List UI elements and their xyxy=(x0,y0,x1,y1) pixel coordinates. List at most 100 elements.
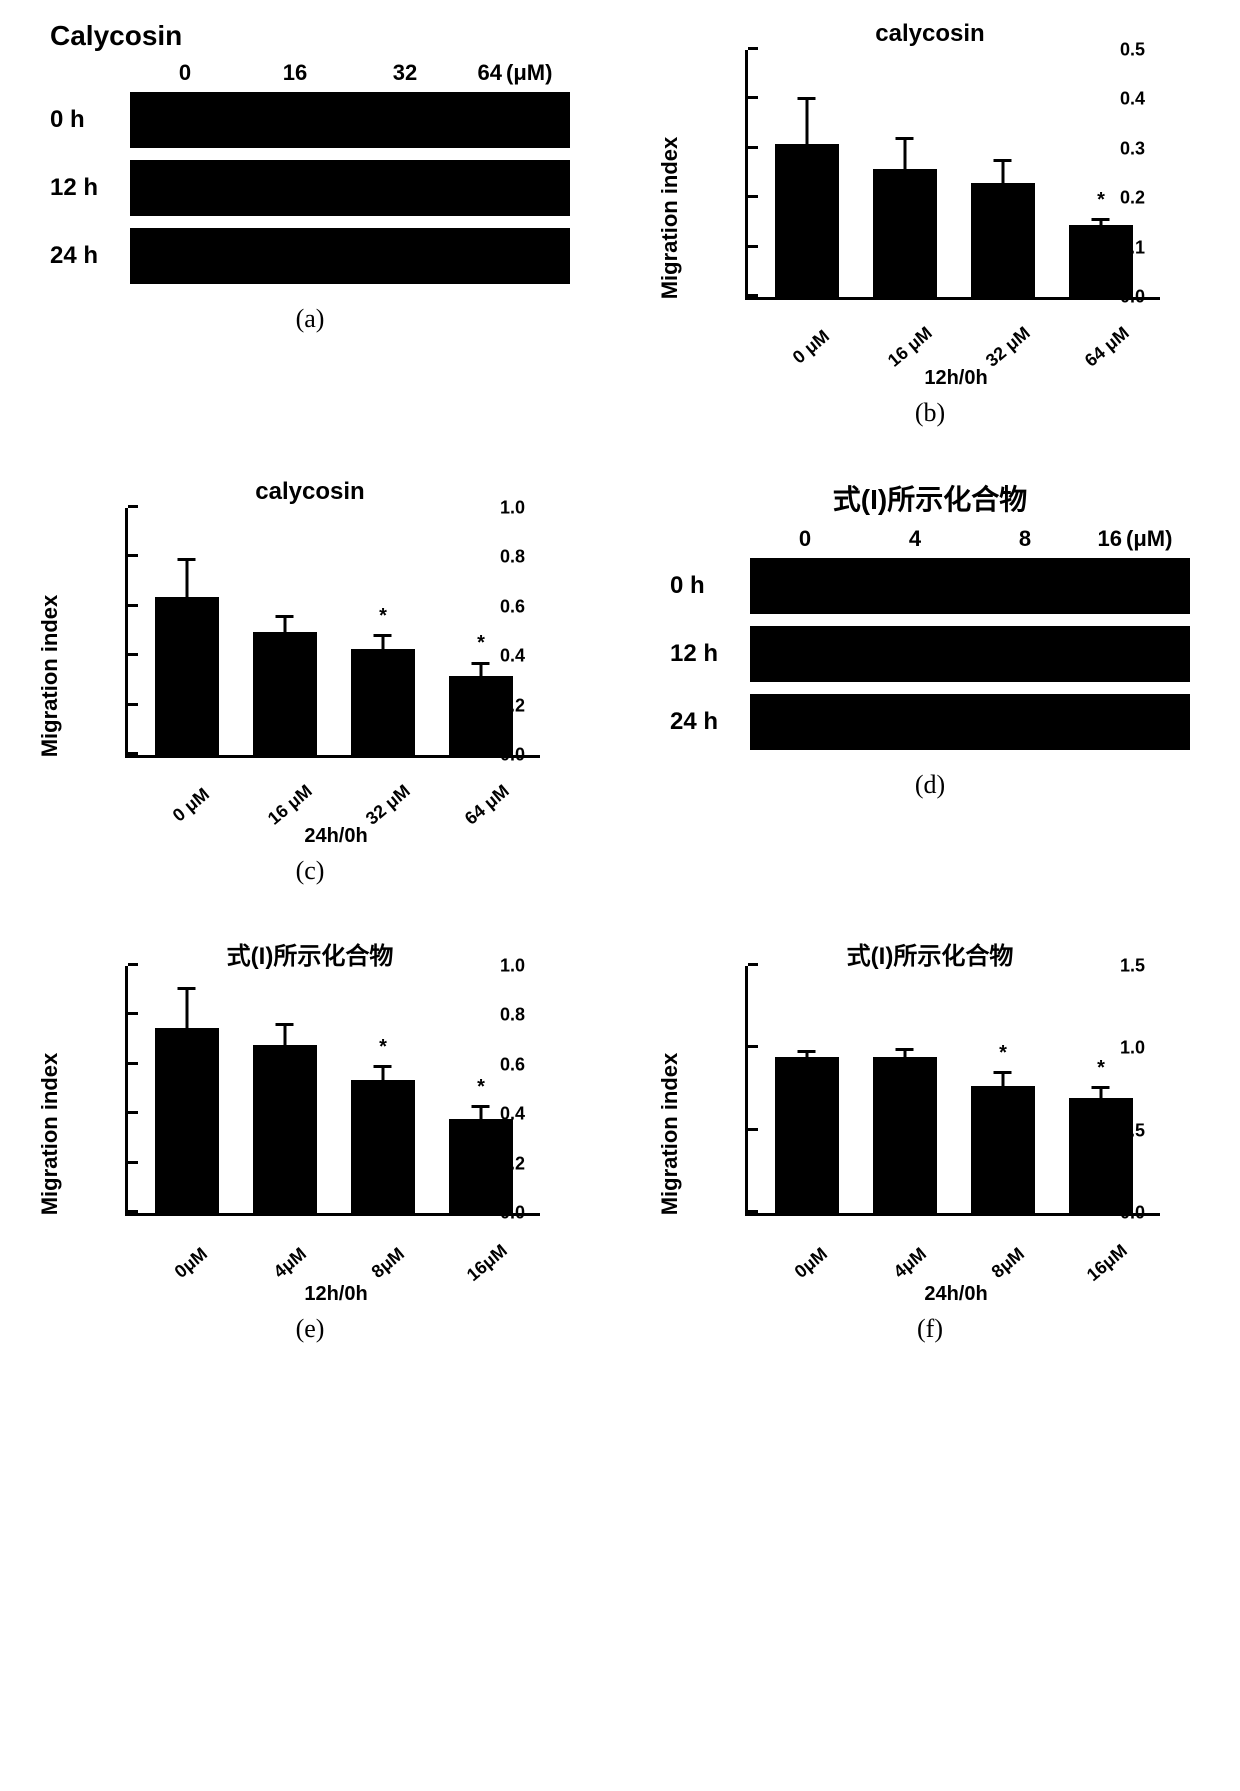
panel-label: (b) xyxy=(915,398,945,428)
bars-container: ** xyxy=(128,966,540,1213)
plot-area: 0.00.10.20.30.40.5* xyxy=(745,50,1160,300)
error-bar xyxy=(903,139,906,169)
bar: * xyxy=(449,1119,514,1213)
bar xyxy=(775,1057,840,1213)
x-axis-label: 24h/0h xyxy=(924,1283,987,1306)
chart-e: 式(I)所示化合物Migration index0.00.20.40.60.81… xyxy=(50,936,570,1306)
bar xyxy=(873,1057,938,1213)
plot-area: 0.00.51.01.5** xyxy=(745,966,1160,1216)
plot-area: 0.00.20.40.60.81.0** xyxy=(125,966,540,1216)
panel-d-image-grid: 0 4 8 16 (μM) 0 h 12 h 24 h xyxy=(670,526,1190,762)
panel-f: 式(I)所示化合物Migration index0.00.51.01.5**0μ… xyxy=(640,936,1220,1344)
bar-group: * xyxy=(960,966,1046,1213)
significance-marker: * xyxy=(477,632,485,655)
panel-b: calycosin Migration index 0.00.10.20.30.40… xyxy=(640,20,1220,428)
error-bar xyxy=(185,560,188,597)
error-bar xyxy=(381,1067,384,1079)
significance-marker: * xyxy=(1097,1057,1105,1080)
bar-group: * xyxy=(438,966,524,1213)
significance-marker: * xyxy=(999,1042,1007,1065)
y-axis-label: Migration index xyxy=(37,1053,63,1216)
error-cap xyxy=(896,1048,914,1051)
error-cap xyxy=(374,1065,392,1068)
panel-a-title: Calycosin xyxy=(50,20,182,52)
significance-marker: * xyxy=(379,605,387,628)
error-bar xyxy=(805,99,808,143)
bar-group: * xyxy=(340,508,426,755)
panel-d-col-headers: 0 4 8 16 (μM) xyxy=(670,526,1190,552)
panel-e: 式(I)所示化合物Migration index0.00.20.40.60.81… xyxy=(20,936,600,1344)
error-cap xyxy=(178,987,196,990)
error-cap xyxy=(896,137,914,140)
error-cap xyxy=(276,615,294,618)
error-bar xyxy=(185,989,188,1027)
image-strip xyxy=(130,160,570,216)
chart-title: calycosin xyxy=(255,478,364,506)
image-strip xyxy=(750,626,1190,682)
x-tick-label: 0μM xyxy=(771,1227,851,1299)
bars-container: ** xyxy=(128,508,540,755)
col-header: 0 xyxy=(750,526,860,552)
bar-group xyxy=(764,966,850,1213)
col-header: 16 xyxy=(1098,526,1122,552)
row-label: 24 h xyxy=(670,708,750,736)
col-header: 64 xyxy=(478,60,502,86)
bar xyxy=(253,1045,318,1213)
significance-marker: * xyxy=(1097,189,1105,212)
bar-group: * xyxy=(1058,50,1144,297)
error-cap xyxy=(1092,1086,1110,1089)
bar-group: * xyxy=(1058,966,1144,1213)
error-bar xyxy=(479,1107,482,1119)
figure-grid: Calycosin 0 16 32 64 (μM) 0 h 12 h 24 h xyxy=(20,20,1220,1344)
bar-group xyxy=(862,50,948,297)
col-header: 4 xyxy=(860,526,970,552)
error-bar xyxy=(283,617,286,632)
panel-c: calycosinMigration index0.00.20.40.60.81… xyxy=(20,478,600,886)
panel-label: (f) xyxy=(917,1314,943,1344)
bar xyxy=(873,169,938,297)
error-bar xyxy=(1001,1073,1004,1086)
y-axis-label: Migration index xyxy=(657,137,683,300)
x-tick-label: 64 μM xyxy=(447,769,527,841)
error-cap xyxy=(994,1071,1012,1074)
col-header: 16 xyxy=(240,60,350,86)
bar: * xyxy=(351,1080,416,1213)
panel-d-title: 式(I)所示化合物 xyxy=(833,478,1027,518)
chart-title: calycosin xyxy=(875,20,984,48)
panel-d: 式(I)所示化合物 0 4 8 16 (μM) 0 h 12 h 24 h xyxy=(640,478,1220,886)
y-axis-label: Migration index xyxy=(657,1053,683,1216)
row-label: 0 h xyxy=(50,106,130,134)
row-label: 0 h xyxy=(670,572,750,600)
x-axis-label: 12h/0h xyxy=(304,1283,367,1306)
bar-group xyxy=(242,508,328,755)
error-cap xyxy=(276,1023,294,1026)
x-axis-label: 24h/0h xyxy=(304,825,367,848)
x-tick-label: 64 μM xyxy=(1067,311,1147,383)
image-row: 12 h xyxy=(50,160,570,216)
error-bar xyxy=(479,664,482,676)
panel-label: (e) xyxy=(296,1314,325,1344)
bar xyxy=(253,632,318,756)
bar xyxy=(971,183,1036,297)
x-tick-labels: 0 μM16 μM32 μM64 μM xyxy=(125,797,540,818)
x-tick-labels: 0μM4μM8μM16μM xyxy=(125,1255,540,1276)
plot-area: 0.00.20.40.60.81.0** xyxy=(125,508,540,758)
bar-group xyxy=(764,50,850,297)
bar-group xyxy=(144,966,230,1213)
error-cap xyxy=(798,97,816,100)
image-row: 0 h xyxy=(670,558,1190,614)
row-label: 12 h xyxy=(670,640,750,668)
x-tick-label: 0 μM xyxy=(771,311,851,383)
image-row: 12 h xyxy=(670,626,1190,682)
panel-a-image-grid: 0 16 32 64 (μM) 0 h 12 h 24 h xyxy=(50,60,570,296)
panel-label: (a) xyxy=(296,304,325,334)
row-label: 24 h xyxy=(50,242,130,270)
image-row: 24 h xyxy=(50,228,570,284)
bar-group xyxy=(960,50,1046,297)
error-bar xyxy=(381,636,384,648)
row-label: 12 h xyxy=(50,174,130,202)
error-bar xyxy=(1001,161,1004,183)
error-bar xyxy=(283,1025,286,1045)
bar: * xyxy=(351,649,416,755)
error-bar xyxy=(805,1052,808,1057)
